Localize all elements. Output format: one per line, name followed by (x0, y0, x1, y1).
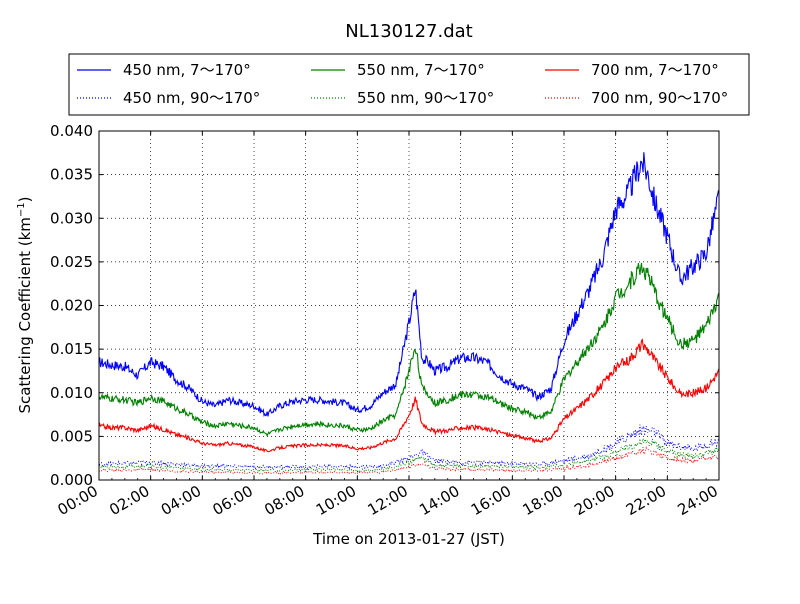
series-line-2 (98, 338, 720, 453)
y-axis-label-superscript: −1 (16, 202, 27, 217)
x-tick-label: 10:00 (313, 482, 359, 519)
x-tick-label: 12:00 (365, 482, 411, 519)
x-tick-label: 02:00 (106, 482, 152, 519)
plot-frame (98, 130, 720, 481)
legend: 450 nm, 7～170° 550 nm, 7～170° 700 nm, 7～17… (68, 53, 750, 116)
x-tick-label: 14:00 (416, 482, 462, 519)
series-line-1 (98, 262, 720, 438)
x-tick-label: 18:00 (520, 482, 566, 519)
y-tick-label: 0.030 (50, 209, 93, 227)
y-axis-label-main: Scattering Coefficient (km (16, 217, 34, 413)
series-line-3 (98, 424, 720, 470)
series-line-0 (98, 152, 720, 417)
legend-frame (68, 53, 750, 116)
x-tick-label: 08:00 (261, 482, 307, 519)
y-axis-label-end: ) (16, 196, 34, 202)
series-line-4 (98, 437, 720, 473)
y-tick-label: 0.005 (50, 427, 93, 445)
grid (99, 131, 719, 480)
x-tick-label: 24:00 (675, 482, 721, 519)
series-layer (98, 152, 720, 475)
plot-area: 00:00 02:00 04:00 06:00 08:00 10:00 12:00 14:00… (50, 122, 721, 519)
x-tick-label: 22:00 (623, 482, 669, 519)
legend-label: 550 nm, 90～170° (357, 89, 494, 107)
y-axis-label: Scattering Coefficient (km−1) (16, 196, 34, 413)
y-tick-label: 0.035 (50, 166, 93, 184)
y-tick-label: 0.015 (50, 340, 93, 358)
series-line-5 (98, 446, 720, 475)
x-axis-label: Time on 2013-01-27 (JST) (312, 530, 505, 548)
y-tick-label: 0.040 (50, 122, 93, 140)
y-tick-label: 0.020 (50, 297, 93, 315)
chart-title: NL130127.dat (345, 21, 472, 42)
legend-label: 550 nm, 7～170° (357, 61, 485, 79)
legend-label: 450 nm, 7～170° (123, 61, 251, 79)
x-tick-label: 04:00 (158, 482, 204, 519)
x-tick-label: 06:00 (210, 482, 256, 519)
y-tick-label: 0.010 (50, 384, 93, 402)
x-tick-label: 16:00 (468, 482, 514, 519)
legend-label: 450 nm, 90～170° (123, 89, 260, 107)
legend-label: 700 nm, 90～170° (591, 89, 728, 107)
x-tick-label: 20:00 (571, 482, 617, 519)
y-tick-label: 0.025 (50, 253, 93, 271)
y-tick-label: 0.000 (50, 471, 93, 489)
legend-label: 700 nm, 7～170° (591, 61, 719, 79)
